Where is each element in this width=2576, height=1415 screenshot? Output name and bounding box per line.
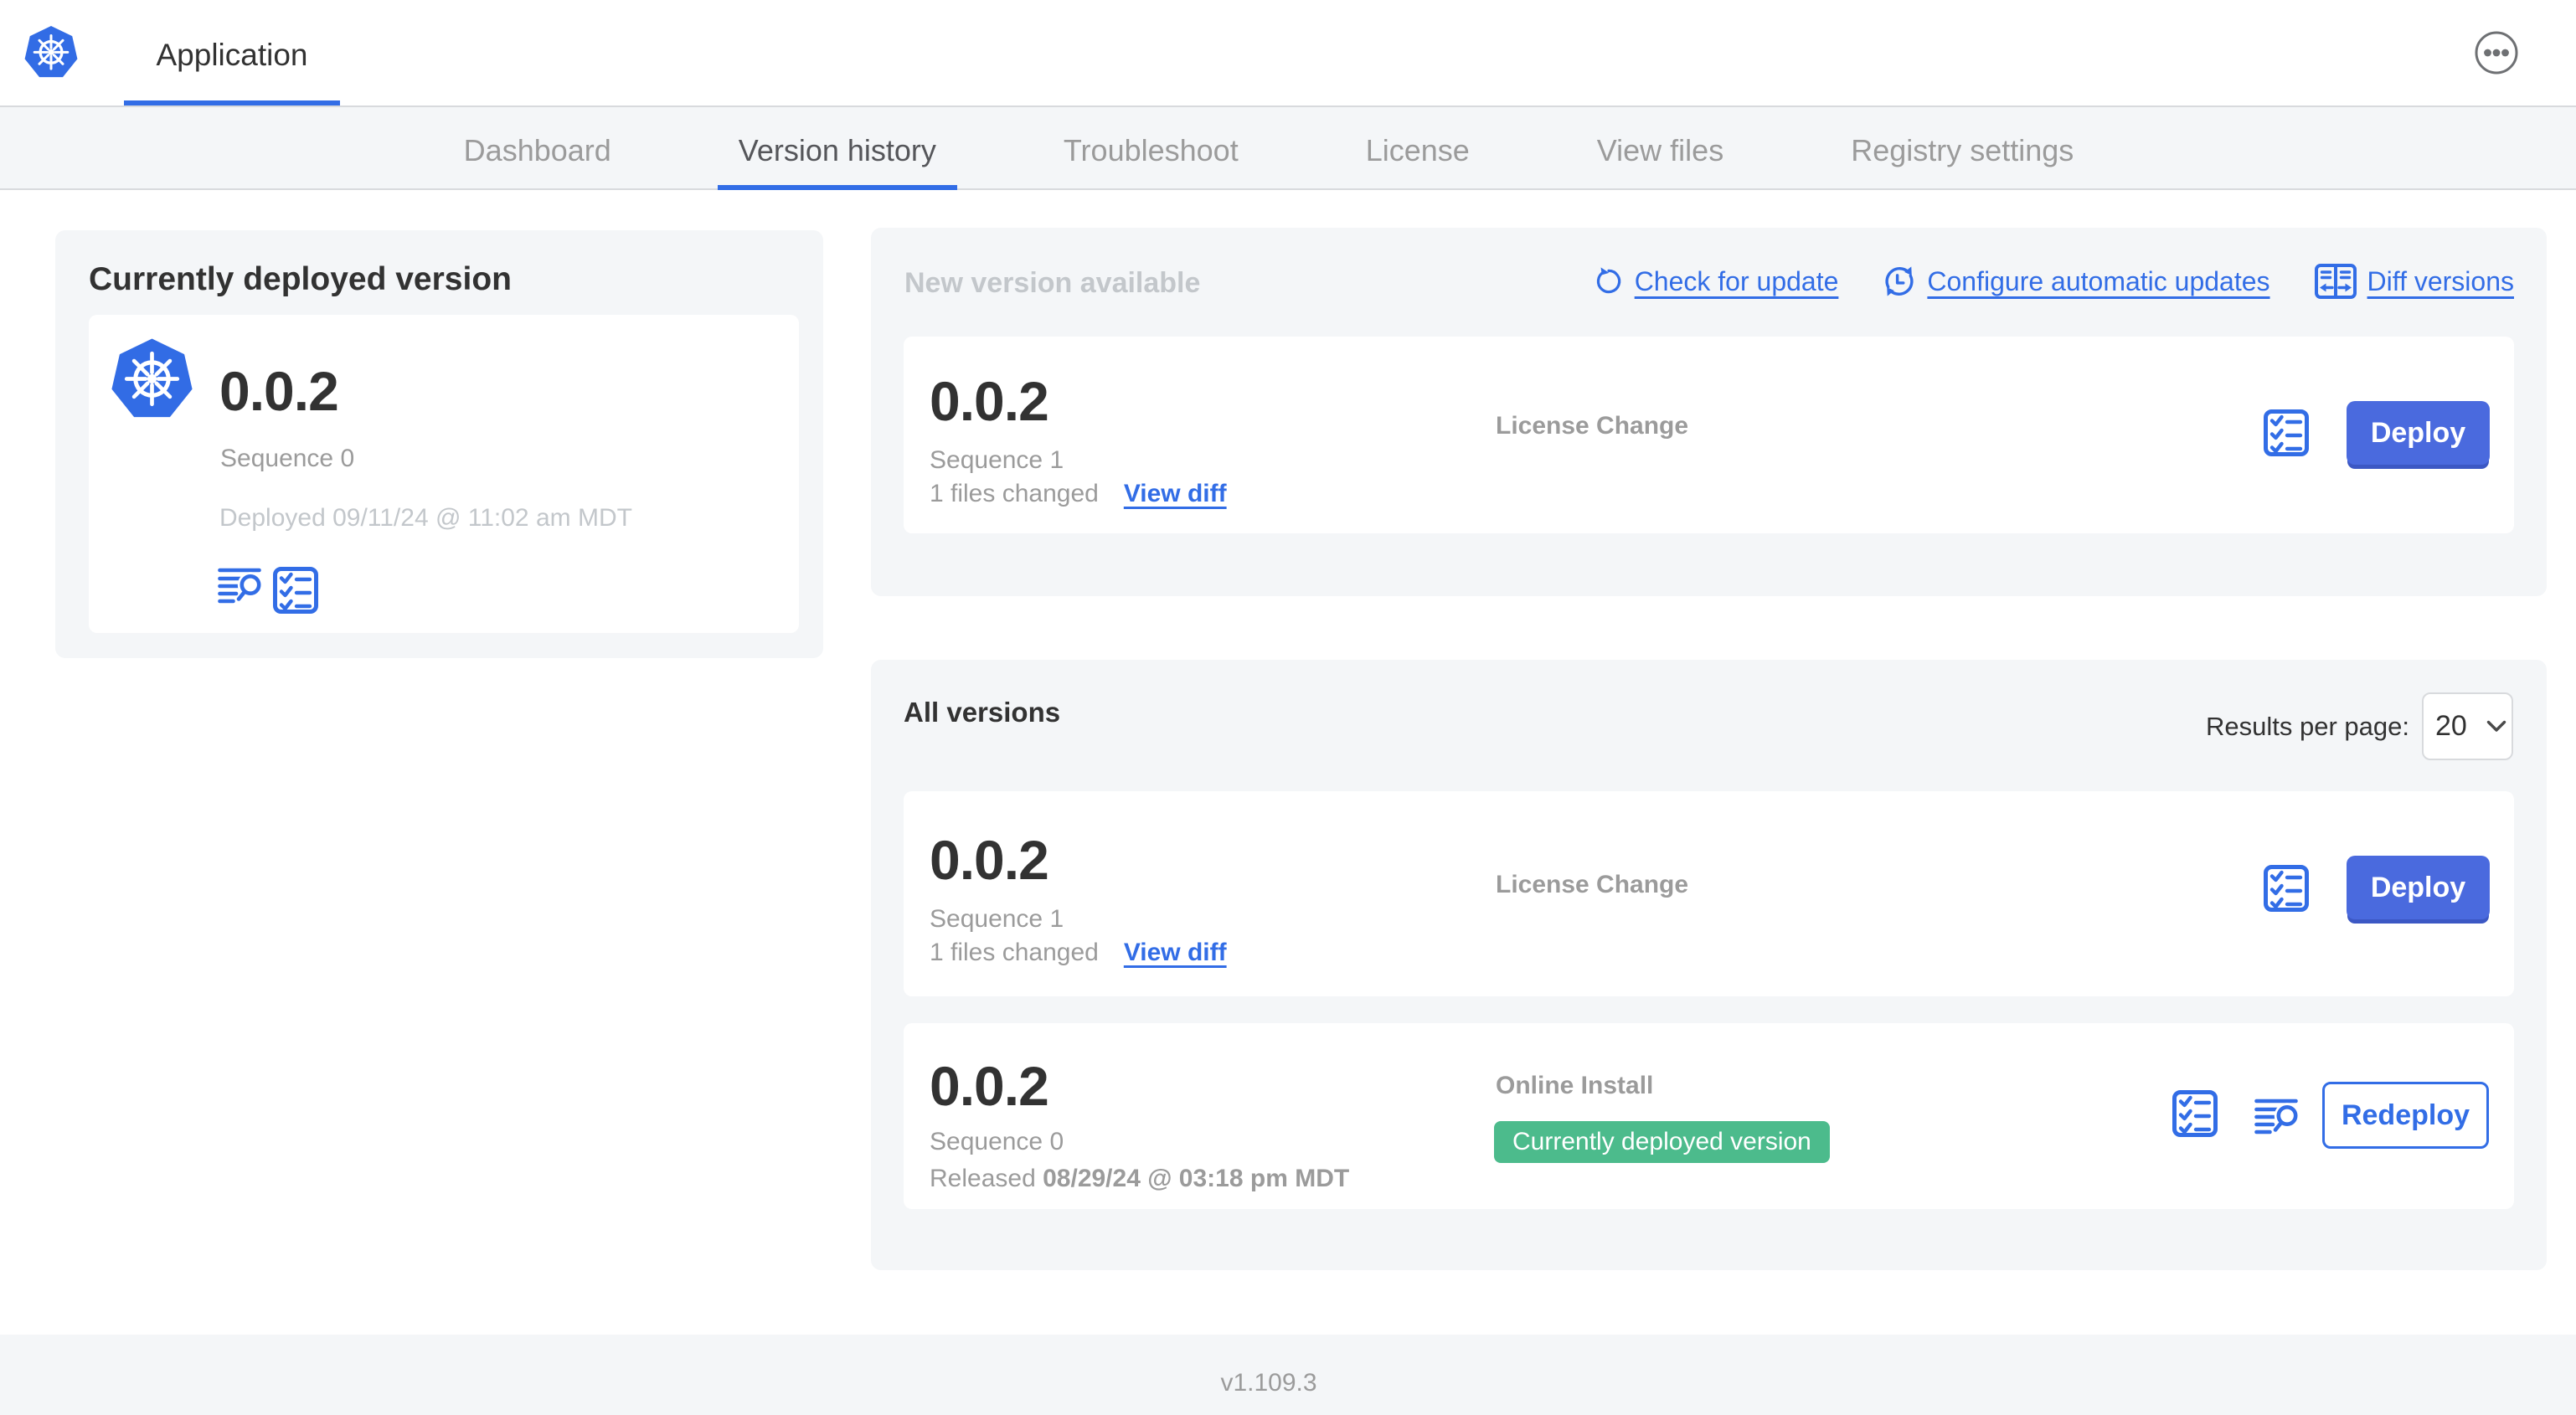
redeploy-button[interactable]: Redeploy bbox=[2322, 1082, 2489, 1149]
version-source: License Change bbox=[1496, 412, 1689, 440]
tab-registry-settings[interactable]: Registry settings bbox=[1830, 107, 2094, 188]
deployed-sequence: Sequence 0 bbox=[220, 445, 355, 472]
diff-versions-link[interactable]: Diff versions bbox=[2314, 264, 2514, 299]
version-row: 0.0.2 Sequence 1 1 files changed View di… bbox=[904, 791, 2514, 996]
checklist-icon bbox=[273, 567, 318, 614]
logs-search-icon bbox=[2254, 1099, 2300, 1135]
app-tab[interactable]: Application bbox=[124, 0, 340, 105]
new-version-card: 0.0.2 Sequence 1 1 files changed View di… bbox=[904, 337, 2514, 533]
console-version: v1.109.3 bbox=[1220, 1369, 1317, 1397]
version-sequence: Sequence 1 bbox=[930, 446, 1064, 474]
tab-troubleshoot[interactable]: Troubleshoot bbox=[1043, 107, 1260, 188]
results-per-page-label: Results per page: bbox=[2206, 711, 2409, 741]
currently-deployed-title: Currently deployed version bbox=[89, 261, 512, 297]
view-deploy-logs-button[interactable] bbox=[2254, 1098, 2300, 1139]
deployed-card-actions bbox=[218, 567, 318, 616]
deployed-version-number: 0.0.2 bbox=[219, 360, 339, 422]
subnav-tabs: Dashboard Version history Troubleshoot L… bbox=[400, 107, 2138, 190]
deployed-version-card: 0.0.2 Sequence 0 Deployed 09/11/24 @ 11:… bbox=[89, 315, 799, 633]
diff-versions-label: Diff versions bbox=[2367, 265, 2514, 296]
tab-view-files-label: View files bbox=[1596, 133, 1724, 167]
app-footer: v1.109.3 bbox=[0, 1335, 2576, 1415]
view-diff-link[interactable]: View diff bbox=[1123, 480, 1227, 507]
configure-automatic-updates-link[interactable]: Configure automatic updates bbox=[1883, 265, 2270, 298]
tab-version-history[interactable]: Version history bbox=[717, 107, 957, 190]
kubernetes-app-icon bbox=[111, 338, 193, 418]
tab-dashboard-label: Dashboard bbox=[463, 133, 611, 167]
auto-update-schedule-icon bbox=[1885, 266, 1914, 296]
version-source: License Change bbox=[1496, 871, 1689, 898]
version-number: 0.0.2 bbox=[930, 370, 1049, 432]
diff-versions-icon bbox=[2314, 264, 2357, 299]
checklist-icon bbox=[2172, 1090, 2218, 1137]
version-source: Online Install bbox=[1496, 1072, 1654, 1099]
deploy-button[interactable]: Deploy bbox=[2347, 856, 2490, 919]
all-versions-title: All versions bbox=[904, 697, 1061, 728]
results-per-page: Results per page: 20 bbox=[2206, 692, 2513, 760]
check-for-update-link[interactable]: Check for update bbox=[1594, 265, 1839, 297]
files-changed-row: 1 files changed View diff bbox=[930, 940, 1227, 965]
app-tab-active-underline bbox=[124, 100, 340, 105]
version-sequence: Sequence 1 bbox=[930, 905, 1064, 933]
chevron-down-icon bbox=[2486, 720, 2506, 732]
files-changed-text: 1 files changed bbox=[930, 480, 1099, 507]
tab-version-history-label: Version history bbox=[738, 133, 936, 167]
active-tab-underline bbox=[717, 185, 957, 190]
tab-troubleshoot-label: Troubleshoot bbox=[1063, 133, 1239, 167]
tab-license[interactable]: License bbox=[1345, 107, 1491, 188]
all-versions-panel: All versions Results per page: 20 0.0.2 … bbox=[871, 660, 2547, 1270]
view-diff-link[interactable]: View diff bbox=[1123, 939, 1227, 966]
app-tab-label: Application bbox=[156, 37, 308, 72]
version-number: 0.0.2 bbox=[930, 1055, 1049, 1117]
new-version-panel: New version available Check for update bbox=[871, 228, 2547, 596]
released-date: 08/29/24 @ 03:18 pm MDT bbox=[1043, 1165, 1350, 1192]
preflight-checks-button[interactable] bbox=[2264, 865, 2309, 914]
app-header: Application bbox=[0, 0, 2576, 107]
checklist-icon bbox=[2264, 409, 2309, 456]
files-changed-row: 1 files changed View diff bbox=[930, 481, 1227, 507]
released-prefix: Released bbox=[930, 1165, 1036, 1192]
currently-deployed-panel: Currently deployed version bbox=[55, 230, 823, 658]
view-deploy-logs-button[interactable] bbox=[218, 567, 264, 608]
preflight-checks-button[interactable] bbox=[2172, 1090, 2218, 1140]
tab-dashboard[interactable]: Dashboard bbox=[443, 107, 632, 188]
tab-license-label: License bbox=[1365, 133, 1470, 167]
preflight-checks-button[interactable] bbox=[2264, 409, 2309, 459]
logs-search-icon bbox=[218, 568, 264, 604]
version-number: 0.0.2 bbox=[930, 829, 1049, 891]
version-row: 0.0.2 Sequence 0 Released 08/29/24 @ 03:… bbox=[904, 1023, 2514, 1209]
new-version-title: New version available bbox=[904, 266, 1201, 299]
results-per-page-select[interactable]: 20 bbox=[2422, 692, 2513, 760]
checklist-icon bbox=[2264, 865, 2309, 912]
configure-automatic-updates-label: Configure automatic updates bbox=[1927, 265, 2270, 296]
more-menu-button[interactable] bbox=[2474, 30, 2519, 75]
deployed-timestamp: Deployed 09/11/24 @ 11:02 am MDT bbox=[219, 504, 632, 532]
check-for-update-label: Check for update bbox=[1634, 265, 1839, 296]
subnav: Dashboard Version history Troubleshoot L… bbox=[0, 107, 2576, 190]
kubernetes-logo-icon bbox=[24, 25, 78, 78]
deploy-button[interactable]: Deploy bbox=[2347, 401, 2490, 465]
version-released: Released 08/29/24 @ 03:18 pm MDT bbox=[930, 1166, 1349, 1191]
version-sequence: Sequence 0 bbox=[930, 1128, 1064, 1155]
refresh-icon bbox=[1596, 267, 1620, 294]
tab-view-files[interactable]: View files bbox=[1576, 107, 1744, 188]
results-per-page-value: 20 bbox=[2435, 710, 2467, 742]
ellipsis-icon bbox=[2475, 31, 2518, 75]
currently-deployed-badge: Currently deployed version bbox=[1494, 1121, 1830, 1163]
tab-registry-settings-label: Registry settings bbox=[1851, 133, 2074, 167]
new-version-actions: Check for update Configure automatic upd… bbox=[1594, 258, 2514, 305]
preflight-checks-button[interactable] bbox=[273, 567, 318, 616]
files-changed-text: 1 files changed bbox=[930, 939, 1099, 966]
